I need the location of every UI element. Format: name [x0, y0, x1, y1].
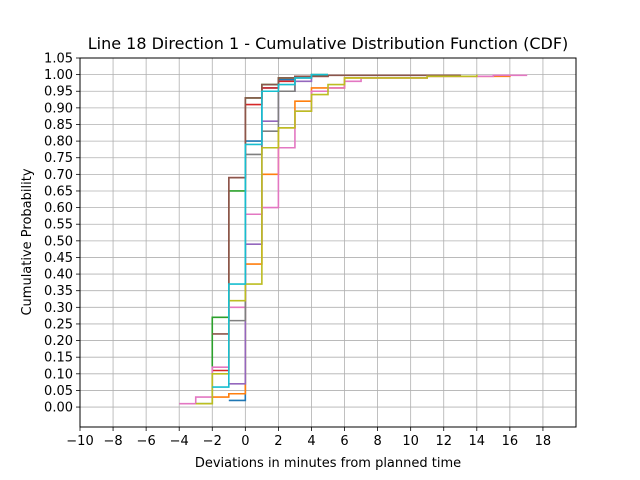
- x-axis-ticks: −10 −8 −6 −4 −2 0 2 4 6 8 10 12 14 16 18: [66, 427, 551, 449]
- x-tick-label: −8: [103, 434, 122, 449]
- y-tick-label: 0.50: [44, 234, 73, 249]
- x-axis-label: Deviations in minutes from planned time: [195, 456, 461, 471]
- x-tick-label: 18: [535, 434, 552, 449]
- x-tick-label: −4: [170, 434, 189, 449]
- y-tick-label: 0.55: [44, 218, 73, 233]
- series-group: [179, 73, 528, 405]
- x-tick-label: 6: [340, 434, 348, 449]
- y-tick-label: 0.00: [44, 401, 73, 416]
- y-axis-ticks: 0.00 0.05 0.100.15 0.20 0.250.30 0.350.40 0.45…: [44, 52, 80, 416]
- y-tick-label: 0.40: [44, 268, 73, 283]
- x-tick-label: 2: [274, 434, 282, 449]
- y-tick-label: 0.85: [44, 118, 73, 133]
- x-tick-label: −2: [203, 434, 222, 449]
- y-tick-label: 0.75: [44, 151, 73, 166]
- y-tick-label: 0.95: [44, 85, 73, 100]
- x-tick-label: 12: [435, 434, 452, 449]
- y-tick-label: 0.90: [44, 101, 73, 116]
- y-tick-label: 0.60: [44, 201, 73, 216]
- y-tick-label: 0.10: [44, 367, 73, 382]
- chart-title: Line 18 Direction 1 - Cumulative Distrib…: [88, 34, 569, 53]
- y-tick-label: 0.65: [44, 184, 73, 199]
- x-tick-label: 8: [373, 434, 381, 449]
- y-tick-label: 1.05: [44, 52, 73, 67]
- y-tick-label: 0.80: [44, 135, 73, 150]
- y-tick-label: 1.00: [44, 68, 73, 83]
- x-tick-label: −6: [137, 434, 156, 449]
- x-tick-label: 16: [502, 434, 519, 449]
- plot-frame: [79, 57, 577, 428]
- series-line-10: [212, 73, 328, 388]
- x-tick-label: 0: [241, 434, 249, 449]
- y-tick-label: 0.05: [44, 384, 73, 399]
- x-tick-label: 14: [469, 434, 486, 449]
- x-tick-label: 4: [307, 434, 315, 449]
- y-tick-label: 0.45: [44, 251, 73, 266]
- y-axis-label: Cumulative Probability: [20, 168, 35, 315]
- y-tick-label: 0.15: [44, 351, 73, 366]
- y-tick-label: 0.70: [44, 168, 73, 183]
- y-tick-label: 0.25: [44, 317, 73, 332]
- y-tick-label: 0.20: [44, 334, 73, 349]
- x-tick-label: 10: [402, 434, 419, 449]
- y-tick-label: 0.30: [44, 301, 73, 316]
- y-tick-label: 0.35: [44, 284, 73, 299]
- x-tick-label: −10: [66, 434, 93, 449]
